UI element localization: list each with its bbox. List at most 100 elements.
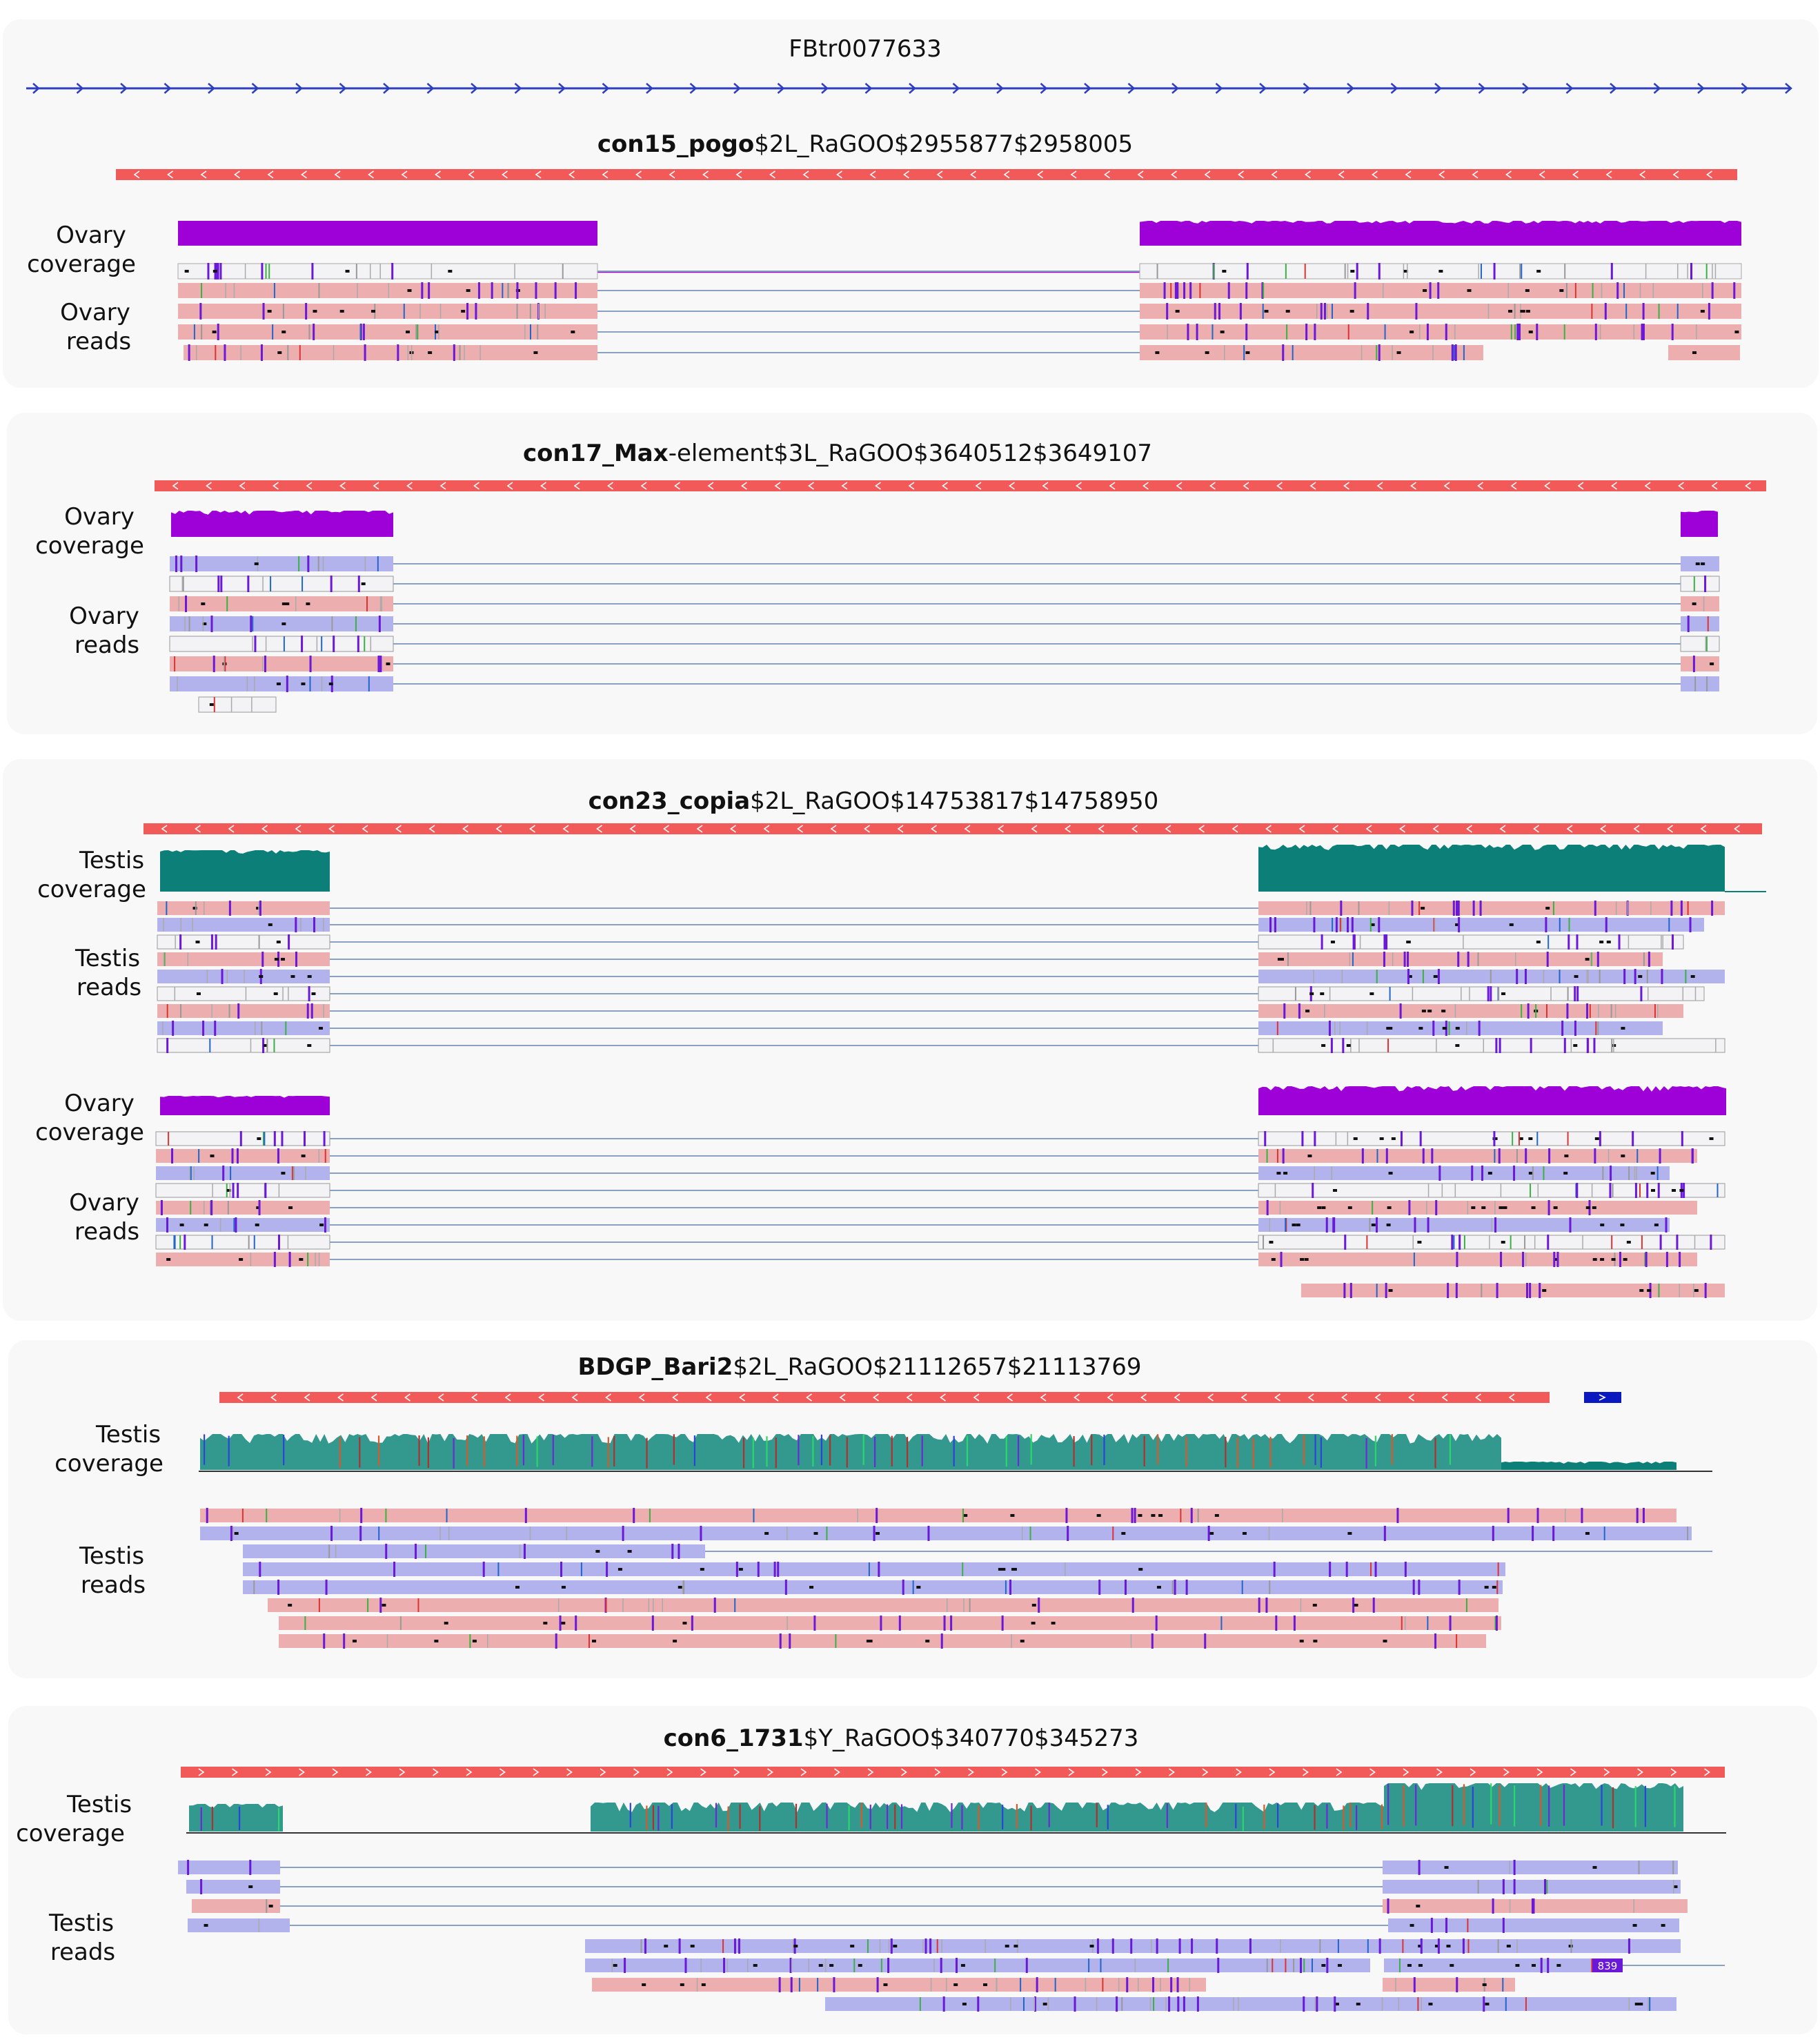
deletion-marker xyxy=(1406,941,1411,943)
insertion-marker xyxy=(1487,986,1490,1001)
read-segment-divider xyxy=(1534,1235,1536,1249)
insertion-marker xyxy=(393,1562,396,1577)
te-strand-arrow xyxy=(195,825,201,833)
aligned-read xyxy=(157,1021,330,1035)
insertion-marker xyxy=(1593,1038,1596,1053)
read-segment-divider xyxy=(1715,1039,1717,1052)
deletion-marker xyxy=(1276,1172,1281,1175)
read-segment-divider xyxy=(335,1544,337,1558)
insertion-marker xyxy=(1183,282,1186,299)
read-segment-divider xyxy=(226,970,228,983)
read-segment-divider xyxy=(1694,987,1697,1001)
read-segment-divider xyxy=(1608,1149,1610,1163)
deletion-marker xyxy=(263,1044,268,1047)
transcript-strand-arrow xyxy=(602,83,610,94)
insertion-marker xyxy=(1711,282,1714,299)
read-segment-divider xyxy=(487,1634,488,1648)
read-segment-divider xyxy=(381,596,383,611)
insertion-marker xyxy=(1326,1958,1329,1973)
deletion-marker xyxy=(345,270,350,273)
insertion-marker xyxy=(1335,917,1338,932)
deletion-marker xyxy=(1220,331,1225,333)
insertion-marker xyxy=(202,1021,205,1036)
insertion-marker xyxy=(305,303,308,320)
mismatch-marker xyxy=(1532,1166,1534,1180)
read-segment-divider xyxy=(537,304,540,319)
te-strand-arrow xyxy=(1639,170,1645,179)
read-segment-divider xyxy=(258,1918,260,1932)
mismatch-marker xyxy=(226,596,228,611)
mismatch-marker xyxy=(1266,1958,1268,1972)
deletion-marker xyxy=(276,941,281,943)
insertion-marker xyxy=(160,1200,163,1215)
read-segment-divider xyxy=(622,1598,624,1612)
read-segment-divider xyxy=(1590,952,1592,966)
read-segment-divider xyxy=(514,264,515,279)
insertion-marker xyxy=(1569,1217,1572,1233)
coverage-profile xyxy=(189,1804,283,1832)
deletion-marker xyxy=(1222,270,1227,273)
insertion-marker xyxy=(1207,1526,1210,1541)
te-strand-arrow xyxy=(1276,482,1283,490)
te-strand-arrow xyxy=(1037,170,1043,179)
te-strand-arrow xyxy=(666,1768,673,1776)
deletion-marker xyxy=(1492,1586,1496,1589)
read-segment-divider xyxy=(1636,1166,1637,1180)
aligned-read xyxy=(156,1201,330,1215)
insertion-marker xyxy=(1445,1918,1448,1933)
insertion-marker xyxy=(1152,1977,1155,1992)
mismatch-marker xyxy=(1706,676,1708,691)
te-strand-arrow xyxy=(1271,170,1278,179)
deletion-marker xyxy=(290,975,295,978)
mismatch-marker xyxy=(640,1939,642,1953)
te-strand-arrow xyxy=(1399,825,1405,833)
deletion-marker xyxy=(1416,1905,1421,1907)
aligned-read xyxy=(243,1580,1503,1594)
deletion-marker xyxy=(1485,2003,1490,2005)
te-strand-arrow xyxy=(1704,1768,1710,1776)
mismatch-marker xyxy=(248,1235,250,1249)
insertion-marker xyxy=(678,1938,681,1954)
read-segment-divider xyxy=(255,1021,256,1035)
read-segment-divider xyxy=(529,1526,531,1540)
read-segment-divider xyxy=(278,1184,280,1197)
read-segment-divider xyxy=(1613,1039,1614,1052)
mismatch-marker xyxy=(1276,1021,1278,1035)
read-segment-divider xyxy=(439,1526,441,1540)
reads-label-line1: Ovary xyxy=(60,299,130,326)
te-strand-arrow xyxy=(607,482,613,490)
te-strand-arrow xyxy=(1135,1768,1142,1776)
te-strand-arrow xyxy=(705,1393,712,1402)
read-segment-divider xyxy=(1516,1939,1518,1953)
coverage-mismatch-stripe xyxy=(1449,1434,1452,1465)
coverage-label-line2: coverage xyxy=(35,532,144,560)
insertion-marker xyxy=(301,636,304,652)
read-segment-divider xyxy=(1537,1184,1539,1197)
mismatch-marker xyxy=(272,324,274,340)
coverage-mismatch-stripe xyxy=(1612,1787,1614,1829)
deletion-marker xyxy=(444,1622,448,1624)
te-strand-arrow xyxy=(1611,482,1617,490)
te-strand-arrow xyxy=(808,482,814,490)
insertion-marker xyxy=(1001,1616,1004,1631)
mismatch-marker xyxy=(273,283,275,298)
insertion-marker xyxy=(1191,1938,1194,1954)
read-segment-divider xyxy=(808,1958,809,1972)
insertion-marker xyxy=(1659,1235,1662,1250)
mismatch-marker xyxy=(1427,1616,1429,1630)
aligned-read xyxy=(1680,636,1720,652)
te-strand-arrow xyxy=(942,482,948,490)
deletion-marker xyxy=(461,310,466,313)
deletion-marker xyxy=(1509,923,1514,926)
insertion-marker xyxy=(1670,901,1673,916)
deletion-marker xyxy=(1498,1206,1503,1209)
insertion-marker xyxy=(1183,1996,1185,2012)
deletion-marker xyxy=(285,602,290,605)
insertion-marker xyxy=(1547,1235,1550,1250)
te-strand-arrow xyxy=(1706,170,1712,179)
transcript-strand-arrow xyxy=(909,83,916,94)
deletion-marker xyxy=(1585,1206,1590,1209)
aligned-read xyxy=(200,1526,1692,1540)
mismatch-marker xyxy=(1477,1880,1479,1894)
te-strand-arrow xyxy=(1040,1393,1047,1402)
